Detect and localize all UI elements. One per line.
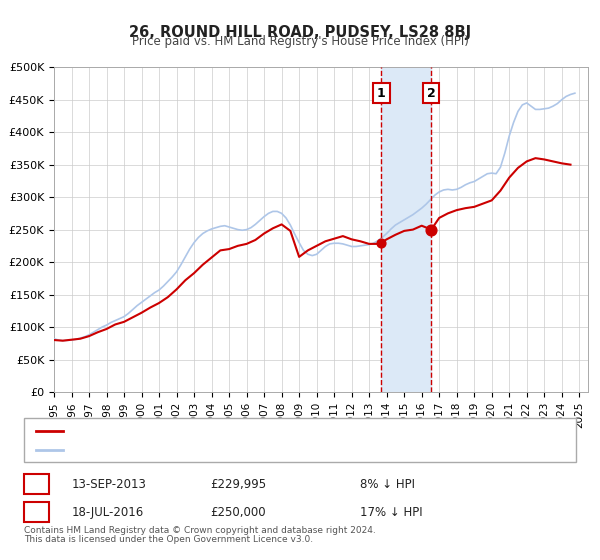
Point <box>377 238 386 247</box>
Text: 2: 2 <box>427 87 436 100</box>
Text: £229,995: £229,995 <box>210 478 266 491</box>
Text: 13-SEP-2013: 13-SEP-2013 <box>72 478 147 491</box>
Text: 1: 1 <box>32 478 41 491</box>
Text: Contains HM Land Registry data © Crown copyright and database right 2024.: Contains HM Land Registry data © Crown c… <box>24 526 376 535</box>
Text: £250,000: £250,000 <box>210 506 266 519</box>
Bar <box>382 67 431 392</box>
Text: Price paid vs. HM Land Registry's House Price Index (HPI): Price paid vs. HM Land Registry's House … <box>131 35 469 48</box>
Point <box>427 225 436 234</box>
Text: 18-JUL-2016: 18-JUL-2016 <box>72 506 144 519</box>
Text: 2: 2 <box>32 506 41 519</box>
Text: 17% ↓ HPI: 17% ↓ HPI <box>360 506 422 519</box>
Text: 26, ROUND HILL ROAD, PUDSEY, LS28 8BJ (detached house): 26, ROUND HILL ROAD, PUDSEY, LS28 8BJ (d… <box>69 426 382 436</box>
Text: 1: 1 <box>377 87 386 100</box>
Text: 8% ↓ HPI: 8% ↓ HPI <box>360 478 415 491</box>
Text: 26, ROUND HILL ROAD, PUDSEY, LS28 8BJ: 26, ROUND HILL ROAD, PUDSEY, LS28 8BJ <box>129 25 471 40</box>
Text: This data is licensed under the Open Government Licence v3.0.: This data is licensed under the Open Gov… <box>24 535 313 544</box>
Text: HPI: Average price, detached house, Leeds: HPI: Average price, detached house, Leed… <box>69 445 292 455</box>
